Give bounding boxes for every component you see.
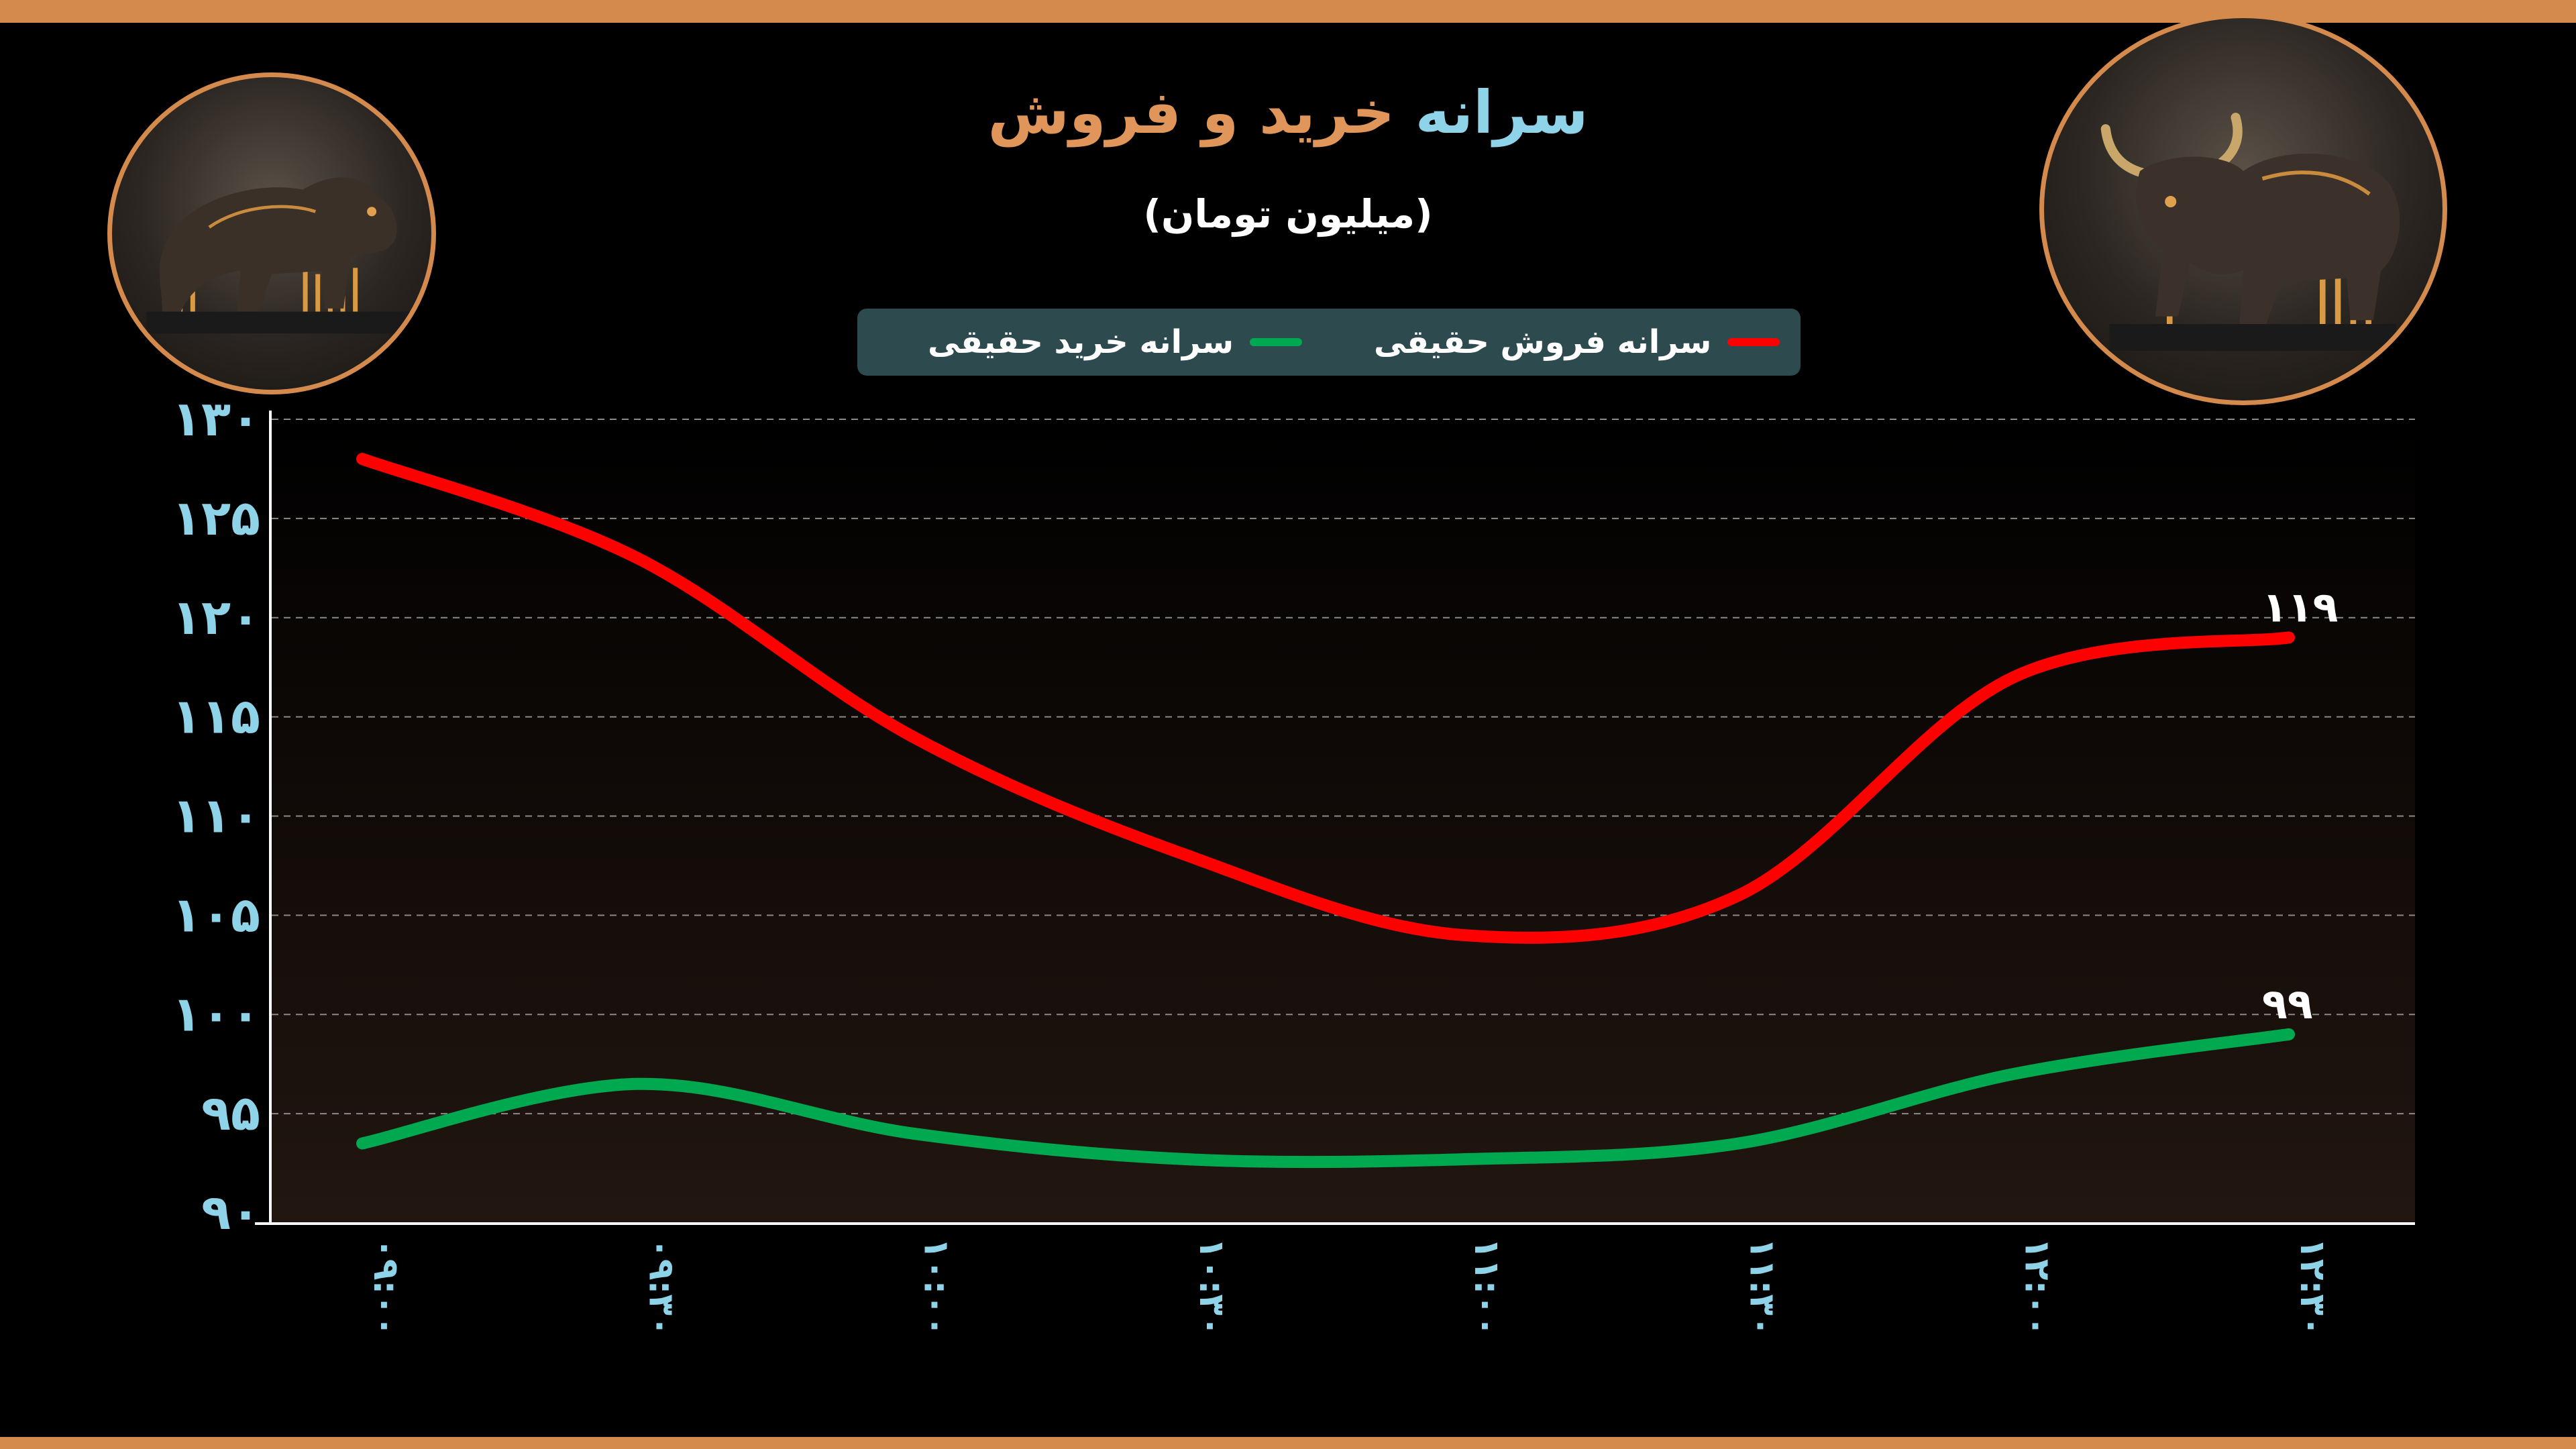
y-tick-labels: ۹۰ ۹۵ ۱۰۰ ۱۰۵ ۱۱۰ ۱۱۵ ۱۲۰ ۱۲۵ ۱۳۰	[172, 390, 260, 1240]
top-accent-bar	[0, 0, 2576, 23]
y-tick-label: ۱۳۰	[172, 390, 260, 447]
chart-subtitle: (میلیون تومان)	[1143, 191, 1433, 237]
y-tick-label: ۱۲۰	[172, 589, 260, 645]
x-tick-label: ۰۹:۳۰	[641, 1238, 681, 1337]
end-labels: ۱۱۹ ۹۹	[2262, 582, 2339, 1028]
title-part-1: سرانه	[1415, 78, 1589, 147]
chart-legend: سرانه فروش حقیقی سرانه خرید حقیقی	[857, 309, 1801, 376]
y-tick-label: ۹۰	[201, 1184, 260, 1240]
y-tick-label: ۱۰۵	[172, 886, 260, 943]
bottom-accent-bar	[0, 1437, 2576, 1449]
x-tick-label: ۰۹:۰۰	[366, 1238, 406, 1337]
bear-icon	[107, 72, 436, 394]
x-tick-labels: ۰۹:۰۰ ۰۹:۳۰ ۱۰:۰۰ ۱۰:۳۰ ۱۱:۰۰ ۱۱:۳۰ ۱۲:۰۰ ۱۲:۳۰	[366, 1238, 2332, 1337]
legend-label-sell: سرانه فروش حقیقی	[1374, 323, 1712, 361]
x-tick-label: ۱۲:۳۰	[2292, 1238, 2332, 1337]
series	[356, 453, 2295, 1169]
x-tick-label: ۱۲:۰۰	[2017, 1238, 2057, 1337]
bear-illustration	[146, 177, 413, 334]
legend-item-sell: سرانه فروش حقیقی	[1374, 309, 1780, 376]
axes	[255, 411, 2415, 1225]
y-tick-label: ۹۵	[201, 1085, 260, 1141]
x-tick-label: ۱۰:۰۰	[916, 1238, 957, 1337]
y-tick-label: ۱۱۵	[172, 688, 260, 745]
x-tick-label: ۱۰:۳۰	[1191, 1238, 1232, 1337]
x-tick-label: ۱۱:۳۰	[1741, 1238, 1782, 1337]
legend-swatch-buy	[1250, 338, 1303, 346]
y-tick-label: ۱۰۰	[172, 985, 260, 1042]
chart-title: سرانه خرید و فروش	[919, 80, 1657, 146]
end-label-sell: ۱۱۹	[2262, 582, 2339, 631]
series-line-sell	[356, 453, 2295, 944]
bull-icon	[2039, 13, 2447, 405]
bull-illustration	[2100, 113, 2400, 351]
title-part-2: خرید و فروش	[987, 78, 1395, 147]
y-tick-label: ۱۲۵	[172, 490, 260, 546]
end-label-buy: ۹۹	[2262, 979, 2313, 1028]
series-line-buy	[356, 1028, 2295, 1169]
legend-item-buy: سرانه خرید حقیقی	[928, 309, 1303, 376]
x-tick-label: ۱۱:۰۰	[1466, 1238, 1507, 1337]
legend-swatch-sell	[1727, 338, 1780, 346]
legend-label-buy: سرانه خرید حقیقی	[928, 323, 1234, 361]
y-tick-label: ۱۱۰	[172, 788, 260, 844]
